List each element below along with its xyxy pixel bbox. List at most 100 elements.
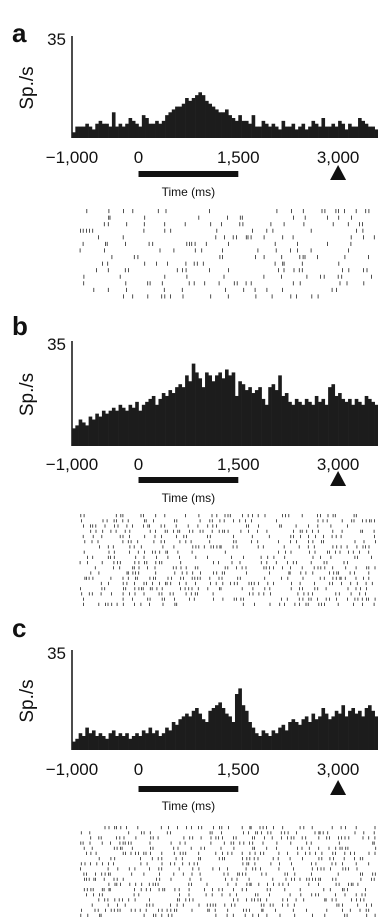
raster-trial (83, 888, 366, 892)
panel-letter: c (12, 613, 26, 643)
histogram-bar (211, 708, 216, 750)
x-axis-label: Time (ms) (162, 185, 216, 199)
histogram-bar (158, 398, 163, 446)
stimulus-period-bar (138, 477, 239, 483)
cue-marker (330, 471, 347, 486)
raster-trial (86, 893, 366, 897)
histogram-bar (75, 738, 79, 750)
psth-bars (72, 688, 378, 750)
spike-raster (79, 514, 376, 606)
histogram-bar (221, 378, 226, 446)
histogram-bar (185, 98, 189, 138)
histogram-bar (288, 126, 292, 138)
histogram-bar (254, 733, 259, 750)
histogram-bar (191, 710, 196, 750)
raster-trial (104, 826, 376, 830)
panel-letter: b (12, 311, 28, 341)
histogram-bar (324, 404, 329, 446)
histogram-bar (338, 393, 342, 446)
histogram-bar (371, 401, 375, 446)
histogram-bar (334, 395, 339, 446)
histogram-bar (228, 115, 232, 138)
histogram-bar (251, 115, 256, 138)
histogram-bar (234, 694, 239, 750)
histogram-bar (334, 126, 339, 138)
histogram-bar (175, 724, 179, 750)
histogram-bar (148, 727, 153, 750)
histogram-bar (131, 736, 136, 750)
x-axis-label: Time (ms) (162, 491, 216, 505)
histogram-bar (348, 710, 352, 750)
y-tick-label: 35 (47, 644, 66, 663)
histogram-bar (374, 129, 378, 138)
histogram-bar (264, 123, 269, 138)
x-tick-label: 0 (134, 148, 143, 167)
histogram-bar (158, 123, 163, 138)
raster-trial (80, 831, 375, 835)
spike-raster (80, 826, 377, 917)
histogram-bar (215, 375, 219, 446)
histogram-bar (241, 384, 246, 446)
histogram-bar (331, 123, 336, 138)
histogram-bar (72, 741, 76, 750)
histogram-bar (308, 401, 312, 446)
histogram-bar (261, 398, 266, 446)
histogram-bar (178, 106, 183, 138)
histogram-bar (121, 736, 126, 750)
histogram-bar (198, 713, 203, 750)
histogram-bar (85, 727, 89, 750)
histogram-bar (274, 126, 279, 138)
raster-trial (82, 534, 375, 539)
histogram-bar (354, 126, 359, 138)
histogram-bar (228, 375, 232, 446)
histogram-bar (318, 401, 322, 446)
histogram-bar (151, 395, 156, 446)
histogram-bar (201, 95, 206, 138)
histogram-bar (291, 719, 296, 750)
histogram-bar (318, 126, 322, 138)
cue-marker (330, 780, 347, 795)
raster-trial (94, 566, 376, 570)
histogram-bar (151, 733, 156, 750)
stimulus-period-bar (138, 171, 239, 177)
histogram-bar (361, 404, 365, 446)
panel-a: a Sp./s 35 −1,000 0 1,500 3,000 Time (ms) (12, 18, 378, 299)
histogram-bar (221, 708, 226, 750)
histogram-bar (361, 120, 365, 138)
histogram-bar (148, 123, 153, 138)
histogram-bar (181, 103, 186, 138)
histogram-bar (155, 404, 159, 446)
histogram-bar (231, 372, 236, 446)
raster-trial (98, 857, 364, 861)
raster-trial (79, 248, 349, 253)
histogram-bar (234, 395, 239, 446)
histogram-bar (198, 378, 203, 446)
histogram-bar (208, 710, 212, 750)
histogram-bar (131, 407, 136, 446)
histogram-bar (268, 387, 272, 446)
histogram-bar (274, 733, 279, 750)
histogram-bar (178, 719, 183, 750)
histogram-bar (118, 733, 123, 750)
raster-trial (96, 268, 368, 273)
histogram-bar (188, 716, 193, 750)
histogram-bar (181, 716, 186, 750)
histogram-bar (318, 716, 322, 750)
histogram-bar (135, 401, 139, 446)
histogram-bar (145, 733, 149, 750)
histogram-bar (175, 106, 179, 138)
y-axis-label: Sp./s (17, 66, 38, 109)
histogram-bar (284, 393, 289, 446)
histogram-bar (371, 710, 375, 750)
histogram-bar (161, 393, 166, 446)
histogram-bar (118, 404, 123, 446)
panel-letter: a (12, 18, 27, 48)
histogram-bar (361, 716, 365, 750)
histogram-bar (368, 126, 372, 138)
histogram-bar (188, 381, 193, 446)
histogram-bar (254, 390, 259, 446)
histogram-bar (291, 404, 296, 446)
histogram-bar (258, 126, 262, 138)
histogram-bar (141, 404, 146, 446)
histogram-bar (311, 404, 316, 446)
